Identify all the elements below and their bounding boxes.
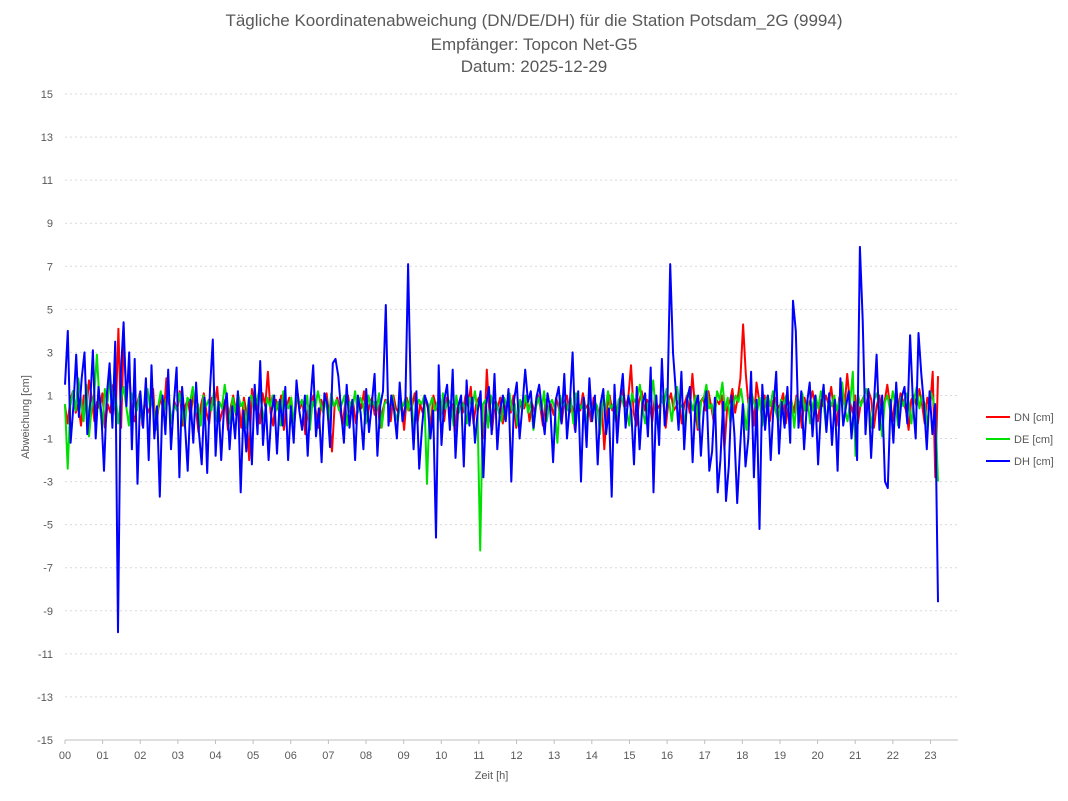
- x-tick-label: 20: [811, 750, 823, 762]
- legend-label-de: DE [cm]: [1014, 434, 1053, 446]
- y-tick-label: 13: [41, 132, 53, 144]
- y-tick-label: -7: [43, 563, 53, 575]
- y-tick-label: -3: [43, 477, 53, 489]
- series-group: [64, 245, 939, 634]
- x-tick-label: 14: [586, 750, 598, 762]
- x-tick-label: 23: [924, 750, 936, 762]
- y-tick-label: -5: [43, 520, 53, 532]
- x-tick-label: 10: [435, 750, 447, 762]
- chart-title: Tägliche Koordinatenabweichung (DN/DE/DH…: [225, 11, 843, 30]
- series-line-dh: [64, 245, 939, 634]
- chart-subtitle: Empfänger: Topcon Net-G5: [430, 35, 638, 54]
- chart-date: Datum: 2025-12-29: [460, 57, 608, 76]
- x-tick-label: 12: [510, 750, 522, 762]
- y-tick-label: 15: [41, 89, 53, 101]
- x-tick-label: 08: [360, 750, 372, 762]
- series-line-de: [64, 353, 939, 552]
- x-tick-label: 17: [699, 750, 711, 762]
- x-tick-label: 21: [849, 750, 861, 762]
- x-tick-label: 18: [736, 750, 748, 762]
- y-tick-label: 11: [42, 175, 53, 187]
- x-tick-label: 01: [97, 750, 109, 762]
- grid: [65, 93, 958, 698]
- x-tick-label: 04: [209, 750, 221, 762]
- x-tick-label: 07: [322, 750, 334, 762]
- x-tick-label: 00: [59, 750, 71, 762]
- y-tick-label: 7: [47, 261, 53, 273]
- x-tick-label: 06: [285, 750, 297, 762]
- y-tick-label: -13: [37, 692, 53, 704]
- x-tick-label: 03: [172, 750, 184, 762]
- y-tick-label: -1: [43, 434, 53, 446]
- y-axis-title: Abweichung [cm]: [20, 375, 32, 459]
- axes: 15 13 11 9 7 5 3 1 -1 -3 -5 -7 -9 -11 -13 -15 00 01 02 03 04…: [37, 89, 958, 762]
- x-tick-label: 16: [661, 750, 673, 762]
- x-tick-label: 11: [473, 750, 484, 762]
- y-tick-label: 5: [47, 304, 53, 316]
- x-tick-label: 13: [548, 750, 560, 762]
- x-tick-label: 22: [887, 750, 899, 762]
- x-axis-title: Zeit [h]: [475, 770, 509, 782]
- y-tick-label: -11: [38, 649, 53, 661]
- x-tick-label: 05: [247, 750, 259, 762]
- y-tick-label: 3: [47, 347, 53, 359]
- x-tick-label: 02: [134, 750, 146, 762]
- y-tick-label: 1: [47, 390, 53, 402]
- x-tick-label: 19: [774, 750, 786, 762]
- legend: DN [cm] DE [cm] DH [cm]: [986, 412, 1054, 468]
- legend-label-dh: DH [cm]: [1014, 456, 1054, 468]
- y-tick-label: 9: [47, 218, 53, 230]
- x-tick-label: 09: [398, 750, 410, 762]
- y-tick-label: -9: [43, 606, 53, 618]
- x-tick-label: 15: [623, 750, 635, 762]
- legend-label-dn: DN [cm]: [1014, 412, 1054, 424]
- y-tick-label: -15: [37, 735, 53, 747]
